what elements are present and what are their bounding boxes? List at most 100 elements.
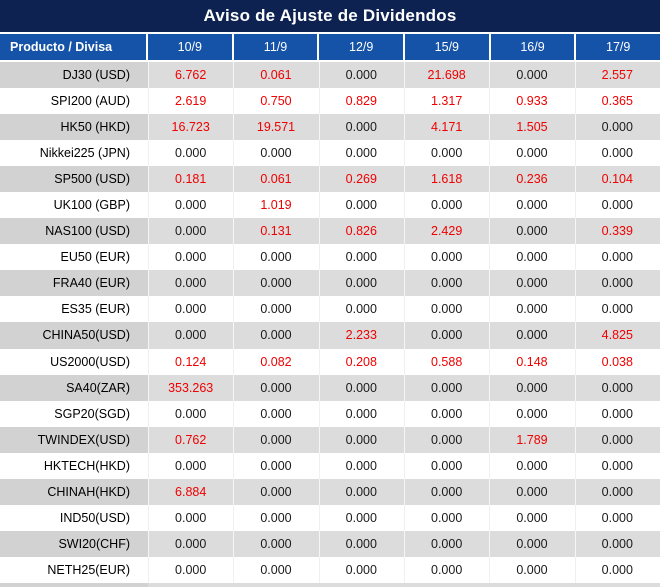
table-row: IND50(USD) 0.000 0.000 0.000 0.000 0.000 0.000 [0, 505, 660, 531]
value-cell: 0.000 [319, 557, 404, 583]
product-cell: HKTECH(HKD) [43, 458, 130, 473]
value-cell: 0.000 [148, 557, 233, 583]
value-cell: 0.000 [489, 401, 574, 427]
value-cell: 0.000 [148, 296, 233, 322]
value-cell: 0.181 [148, 166, 234, 193]
value-cell: 0.000 [404, 244, 489, 270]
value-cell: 1.618 [403, 166, 490, 193]
product-cell: SWI20(CHF) [0, 530, 148, 557]
value-cell: 0.000 [233, 270, 319, 297]
value-cell: 2.619 [148, 88, 233, 114]
header-cell-date-4: 15/9 [405, 34, 491, 60]
table-row: EU50 (EUR) 0.000 0.000 0.000 0.000 0.000 0.000 [0, 244, 660, 270]
value-cell: 0.339 [574, 218, 660, 245]
value-cell: 0.000 [489, 453, 574, 479]
value-cell: 0.000 [404, 401, 489, 427]
value-cell: 0.208 [319, 349, 404, 375]
value-cell: 0.000 [148, 244, 233, 270]
value-cell: 0.000 [148, 505, 233, 531]
value-cell: 0.000 [574, 478, 660, 505]
value-cell: 6.884 [148, 478, 234, 505]
value-cell: 0.000 [575, 453, 660, 479]
value-cell: 0.061 [233, 62, 319, 89]
table-row: HKTECH(HKD) 0.000 0.000 0.000 0.000 0.000 0.00… [0, 453, 660, 479]
value-cell: 0.000 [403, 426, 490, 453]
value-cell: 2.233 [318, 322, 404, 349]
value-cell: 0.082 [233, 349, 318, 375]
value-cell: 0.000 [319, 244, 404, 270]
value-cell: 0.000 [318, 374, 404, 401]
value-cell: 0.000 [148, 270, 234, 297]
table-row: HK50 (HKD) 16.723 19.571 0.000 4.171 1.505 0.0… [0, 114, 660, 141]
table-row: Nikkei225 (JPN) 0.000 0.000 0.000 0.000 0.000… [0, 140, 660, 166]
value-cell: 0.000 [233, 426, 319, 453]
value-cell: 0.000 [489, 218, 575, 245]
table-row: SPI200 (AUD) 2.619 0.750 0.829 1.317 0.933 0.3… [0, 88, 660, 114]
table-row: TWINDEX(USD) 0.762 0.000 0.000 0.000 1.789 0.0… [0, 426, 660, 453]
value-cell: 0.000 [403, 322, 490, 349]
value-cell: 16.723 [148, 114, 234, 141]
value-cell: 0.588 [404, 349, 489, 375]
product-cell: TWINDEX(USD) [0, 426, 148, 453]
product-cell: DJ30 (USD) [0, 62, 148, 89]
value-cell: 0.000 [403, 530, 490, 557]
value-cell: 0.000 [489, 374, 575, 401]
product-cell: NAS100 (USD) [0, 218, 148, 245]
value-cell: 0.000 [489, 296, 574, 322]
value-cell: 1.789 [489, 426, 575, 453]
value-cell: 0.000 [233, 530, 319, 557]
product-cell: NETH25(EUR) [47, 562, 130, 577]
value-cell: 0.038 [575, 349, 660, 375]
value-cell: 0.000 [404, 505, 489, 531]
value-cell: 0.000 [574, 114, 660, 141]
value-cell: 6.762 [148, 62, 234, 89]
table-row: NAS100 (USD) 0.000 0.131 0.826 2.429 0.000 0.3… [0, 218, 660, 245]
value-cell: 0.000 [148, 192, 233, 218]
value-cell: 0.131 [233, 218, 319, 245]
product-cell: SGP20(SGD) [54, 406, 130, 421]
value-cell: 0.000 [233, 401, 318, 427]
value-cell: 2.429 [403, 218, 490, 245]
value-cell: 0.000 [403, 478, 490, 505]
value-cell: 0.000 [489, 244, 574, 270]
value-cell: 0.000 [148, 530, 234, 557]
bottom-strip-values-segment [148, 583, 660, 587]
value-cell: 0.000 [318, 426, 404, 453]
product-cell: FRA40 (EUR) [0, 270, 148, 297]
header-cell-date-6: 17/9 [606, 40, 631, 54]
value-cell: 0.000 [489, 478, 575, 505]
value-cell: 0.000 [404, 140, 489, 166]
value-cell: 0.750 [233, 88, 318, 114]
value-cell: 4.171 [403, 114, 490, 141]
product-cell: ES35 (EUR) [61, 302, 130, 317]
value-cell: 0.000 [319, 505, 404, 531]
table-row: NETH25(EUR) 0.000 0.000 0.000 0.000 0.000 0.00… [0, 557, 660, 583]
value-cell: 0.829 [319, 88, 404, 114]
table-row: SP500 (USD) 0.181 0.061 0.269 1.618 0.236 0.10… [0, 166, 660, 193]
value-cell: 0.365 [575, 88, 660, 114]
value-cell: 0.000 [233, 296, 318, 322]
value-cell: 0.933 [489, 88, 574, 114]
value-cell: 0.000 [318, 478, 404, 505]
value-cell: 2.557 [574, 62, 660, 89]
product-cell: HK50 (HKD) [0, 114, 148, 141]
value-cell: 0.000 [319, 296, 404, 322]
value-cell: 1.019 [233, 192, 318, 218]
value-cell: 0.104 [574, 166, 660, 193]
header-cell-date-3: 12/9 [319, 34, 406, 60]
product-cell: SPI200 (AUD) [50, 94, 130, 109]
table-row: ES35 (EUR) 0.000 0.000 0.000 0.000 0.000 0.000 [0, 296, 660, 322]
header-cell-product: Producto / Divisa [0, 34, 148, 60]
product-cell: EU50 (EUR) [60, 250, 130, 265]
value-cell: 0.000 [575, 401, 660, 427]
value-cell: 0.000 [575, 505, 660, 531]
table-row: CHINA50(USD) 0.000 0.000 2.233 0.000 0.000 4.8… [0, 322, 660, 349]
value-cell: 353.263 [148, 374, 234, 401]
value-cell: 1.317 [404, 88, 489, 114]
value-cell: 0.000 [318, 114, 404, 141]
value-cell: 0.000 [575, 192, 660, 218]
value-cell: 0.000 [233, 244, 318, 270]
value-cell: 0.000 [489, 270, 575, 297]
value-cell: 19.571 [233, 114, 319, 141]
